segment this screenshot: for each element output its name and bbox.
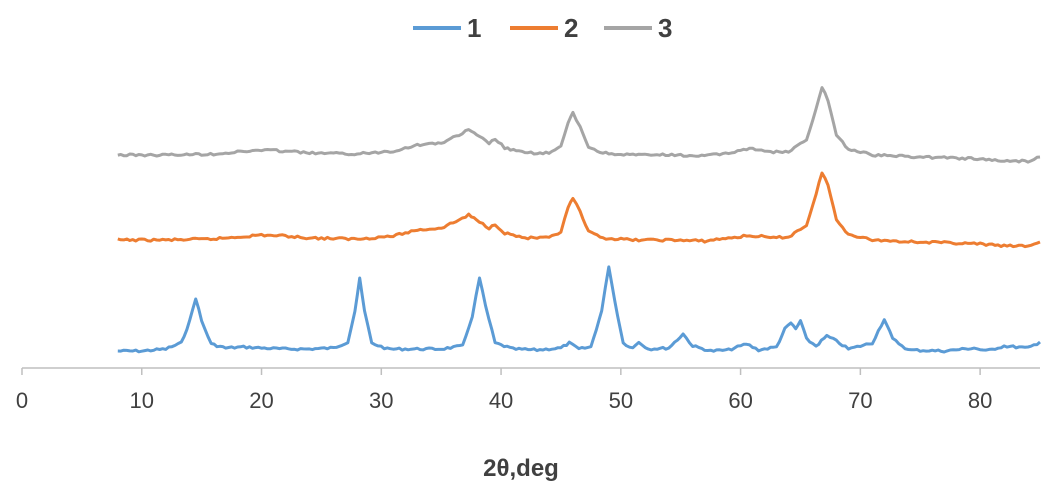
series-line-1 — [117, 265, 1041, 354]
x-axis-tick-labels: 0 10 20 30 40 50 60 70 80 — [16, 388, 992, 413]
x-axis-ticks — [21, 368, 981, 375]
legend: 1 2 3 — [413, 13, 672, 43]
legend-label-2: 2 — [564, 13, 578, 43]
x-tick-label: 20 — [249, 388, 273, 413]
x-tick-label: 80 — [968, 388, 992, 413]
x-tick-label: 0 — [16, 388, 28, 413]
series-line-2 — [117, 171, 1041, 249]
x-axis-title: 2θ,deg — [483, 455, 559, 482]
x-tick-label: 60 — [728, 388, 752, 413]
x-tick-label: 30 — [369, 388, 393, 413]
legend-label-1: 1 — [467, 13, 481, 43]
x-tick-label: 40 — [489, 388, 513, 413]
x-tick-label: 10 — [130, 388, 154, 413]
x-tick-label: 50 — [609, 388, 633, 413]
series-line-3 — [117, 86, 1041, 164]
x-tick-label: 70 — [848, 388, 872, 413]
legend-label-3: 3 — [658, 13, 672, 43]
plot-area — [117, 86, 1041, 354]
